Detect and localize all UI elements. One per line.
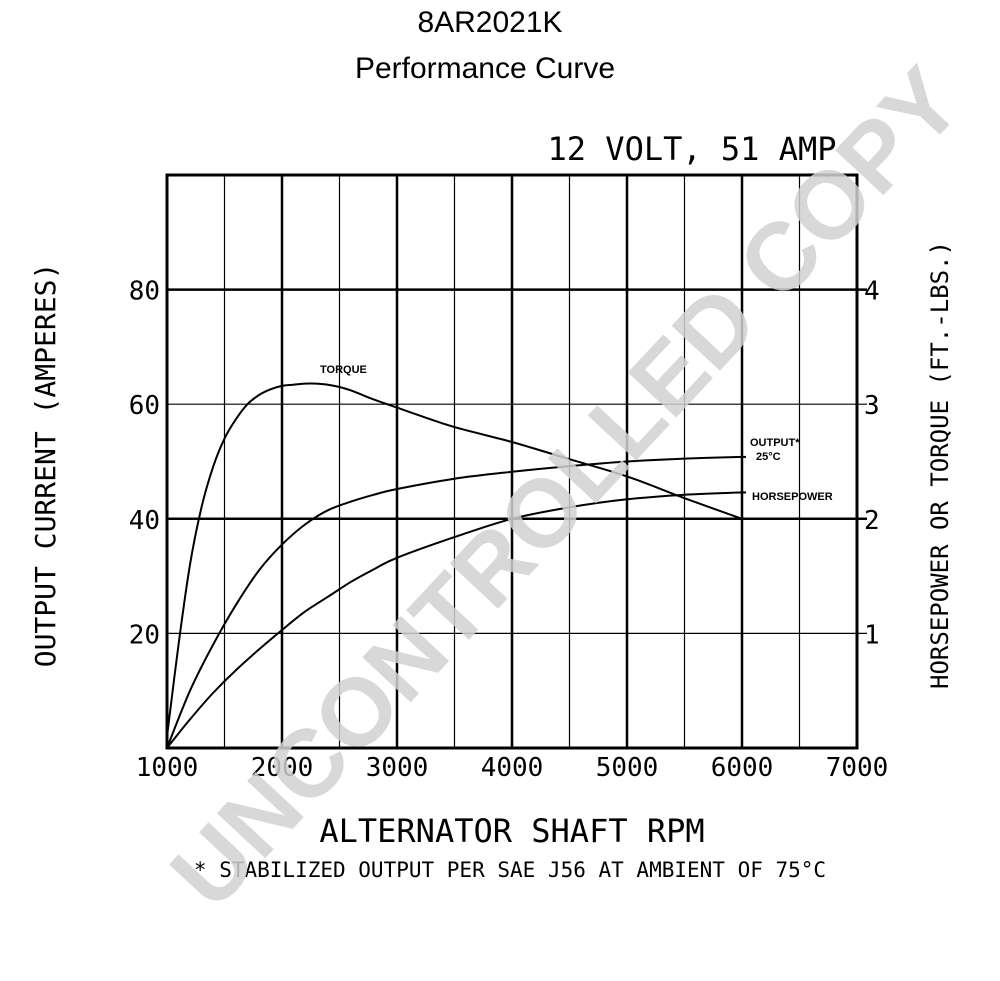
y-axis-label: OUTPUT CURRENT (AMPERES) xyxy=(29,263,62,668)
y-tick-label: 20 xyxy=(129,620,160,650)
x-tick-label: 7000 xyxy=(826,753,889,783)
y2-tick-label: 3 xyxy=(864,391,880,421)
y2-tick-label: 4 xyxy=(864,277,880,307)
curve-label: HORSEPOWER xyxy=(752,491,833,503)
grid xyxy=(167,175,867,748)
x-axis-label: ALTERNATOR SHAFT RPM xyxy=(319,812,704,850)
x-tick-label: 5000 xyxy=(596,753,659,783)
x-tick-label: 4000 xyxy=(481,753,544,783)
curves: TORQUE OUTPUT* 25°C HORSEPOWER xyxy=(166,364,833,749)
x-tick-label: 6000 xyxy=(711,753,774,783)
y-tick-label: 80 xyxy=(129,277,160,307)
rating-label: 12 VOLT, 51 AMP xyxy=(548,130,837,168)
plot-frame xyxy=(165,173,859,750)
y2-tick-label: 2 xyxy=(864,506,880,536)
chart-subtitle: Performance Curve xyxy=(355,52,615,85)
x-tick-label: 1000 xyxy=(136,753,199,783)
output-curve xyxy=(166,455,743,749)
x-tick-label: 2000 xyxy=(251,753,314,783)
chart-title: 8AR2021K xyxy=(417,6,562,39)
footnote: * STABILIZED OUTPUT PER SAE J56 AT AMBIE… xyxy=(194,858,826,882)
y-tick-label: 60 xyxy=(129,391,160,421)
horsepower-curve xyxy=(166,491,743,749)
curve-label: TORQUE xyxy=(320,364,367,376)
x-tick-label: 3000 xyxy=(366,753,429,783)
curve-label: 25°C xyxy=(756,451,781,463)
torque-curve xyxy=(166,382,743,737)
curve-label: OUTPUT* xyxy=(750,437,800,449)
y-tick-label: 40 xyxy=(129,506,160,536)
y2-axis-label: HORSEPOWER OR TORQUE (FT.-LBS.) xyxy=(926,241,954,689)
tick-labels: 1000 2000 3000 4000 5000 6000 7000 20 40 60 80 1 2 3 4 xyxy=(129,277,889,783)
y2-tick-label: 1 xyxy=(864,620,880,650)
